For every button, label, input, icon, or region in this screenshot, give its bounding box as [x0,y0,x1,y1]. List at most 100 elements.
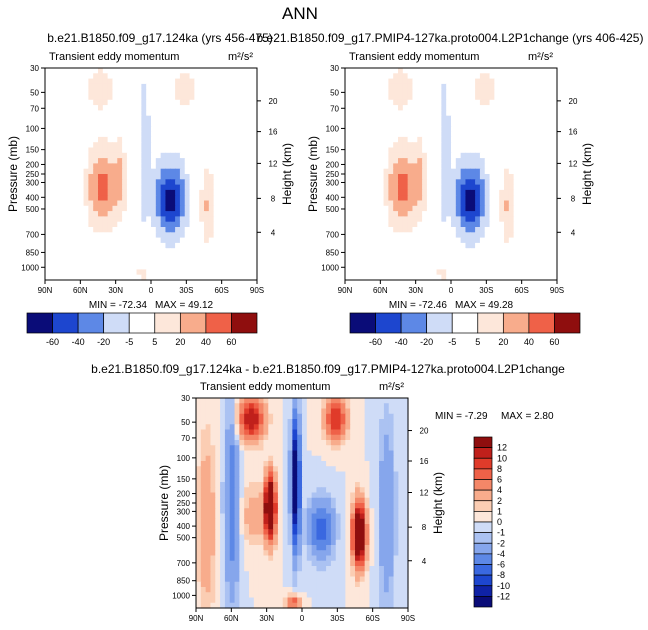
contour-cell [518,168,524,175]
contour-cell [292,434,298,441]
contour-cell [537,216,544,223]
contour-cell [528,68,534,74]
contour-cell [340,482,346,488]
contour-cell [218,269,224,276]
contour-cell [412,78,418,85]
contour-cell [64,205,70,212]
contour-cell [345,110,351,117]
contour-cell [196,413,202,420]
contour-cell [378,99,385,106]
contour-cell [330,518,337,525]
contour-cell [398,200,404,207]
contour-cell [494,105,500,111]
contour-cell [208,94,215,101]
contour-cell [388,482,395,488]
contour-cell [369,126,375,133]
contour-cell [374,403,380,410]
contour-cell [107,258,114,265]
contour-cell [393,434,399,441]
contour-cell [64,179,70,186]
contour-cell [200,424,207,431]
contour-cell [412,147,418,154]
contour-cell [465,152,471,159]
contour-cell [494,274,500,281]
contour-cell [204,163,210,170]
contour-cell [49,89,56,96]
contour-cell [528,211,534,217]
contour-cell [354,68,361,74]
contour-cell [523,253,529,260]
contour-cell [532,195,539,202]
contour-cell [242,269,248,276]
contour-cell [73,142,80,149]
contour-cell [302,518,308,525]
contour-cell [388,508,395,515]
contour-cell [446,274,452,281]
contour-cell [287,497,293,504]
contour-cell [446,68,452,74]
contour-cell [345,232,351,239]
contour-cell [112,242,118,249]
contour-cell [93,179,99,186]
contour-cell [263,497,269,504]
contour-cell [412,216,418,223]
contour-cell [340,466,346,473]
contour-cell [155,248,162,255]
contour-cell [287,440,293,446]
contour-cell [146,152,152,159]
contour-cell [302,440,308,446]
contour-cell [184,211,191,217]
contour-cell [117,126,123,133]
contour-cell [451,94,457,101]
contour-cell [417,258,423,265]
contour-cell [369,68,375,74]
contour-cell [436,126,442,133]
contour-cell [122,73,128,80]
contour-cell [98,142,104,149]
contour-cell [499,232,505,239]
contour-cell [244,508,250,515]
contour-cell [518,237,524,244]
contour-cell [426,232,433,239]
y-tick-label: 100 [26,124,40,133]
contour-cell [253,461,260,467]
contour-cell [224,403,231,410]
contour-cell [528,131,534,138]
contour-cell [273,466,279,473]
contour-cell [151,131,157,138]
contour-cell [54,216,61,223]
contour-cell [223,232,229,239]
contour-cell [126,110,133,117]
contour-cell [189,94,195,101]
contour-cell [199,258,205,265]
contour-cell [204,126,210,133]
contour-cell [547,205,553,212]
contour-cell [398,78,404,85]
contour-cell [373,216,380,223]
contour-cell [184,242,191,249]
contour-cell [297,550,303,557]
contour-cell [537,131,544,138]
contour-cell [359,216,365,223]
contour-cell [354,99,361,106]
contour-cell [499,174,505,180]
contour-cell [88,184,94,191]
contour-cell [460,216,467,223]
contour-cell [407,158,414,164]
contour-cell [335,497,342,504]
contour-cell [73,78,80,85]
contour-cell [460,121,467,127]
contour-cell [489,184,495,191]
contour-cell [441,152,447,159]
contour-cell [126,179,133,186]
contour-cell [282,398,289,404]
contour-cell [412,121,418,127]
contour-cell [364,174,370,180]
contour-cell [479,227,486,233]
contour-cell [69,73,75,80]
contour-cell [369,242,375,249]
contour-cell [179,126,186,133]
contour-cell [383,518,390,525]
contour-cell [446,205,452,212]
